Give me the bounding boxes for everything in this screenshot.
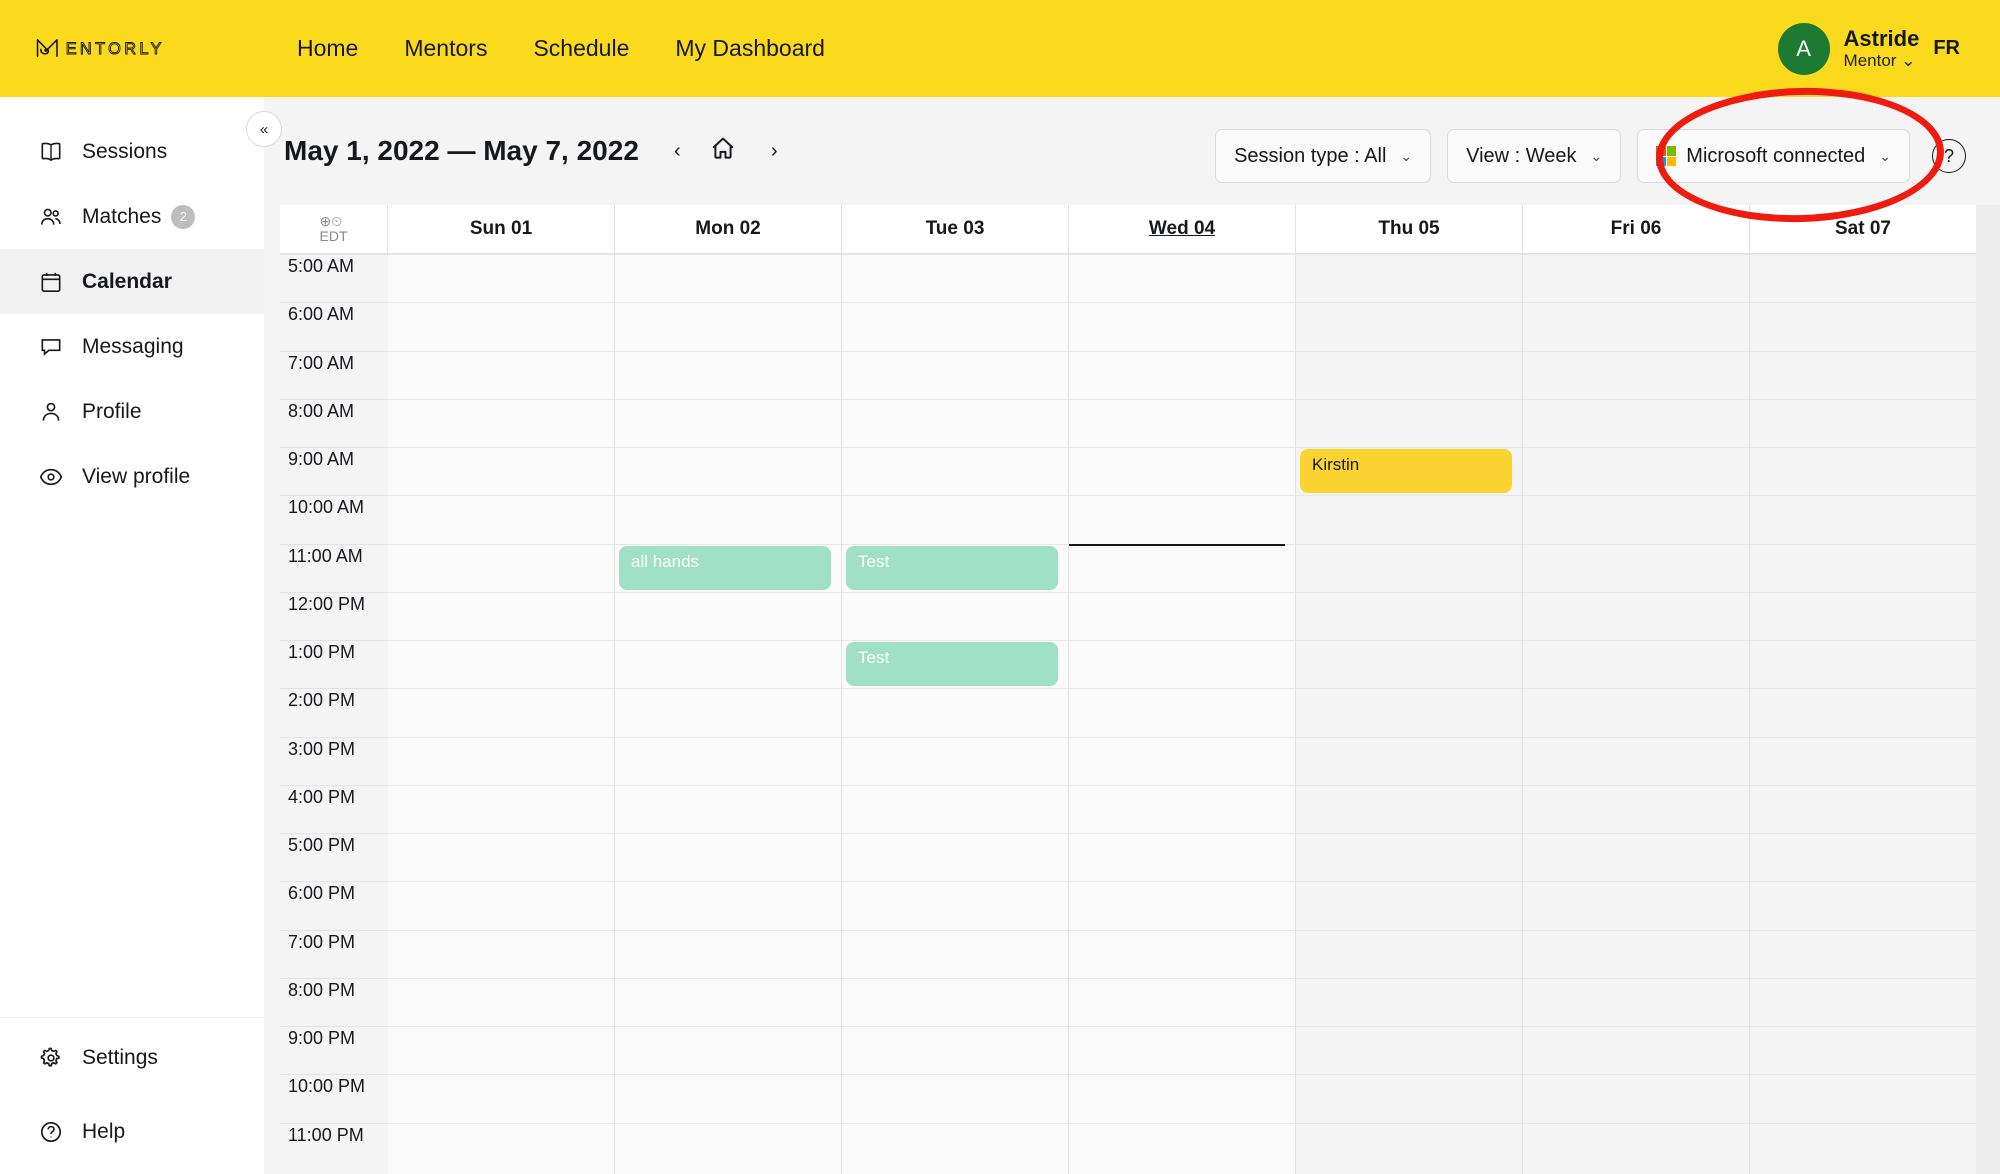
svg-text:ENTORLY: ENTORLY	[66, 40, 165, 58]
